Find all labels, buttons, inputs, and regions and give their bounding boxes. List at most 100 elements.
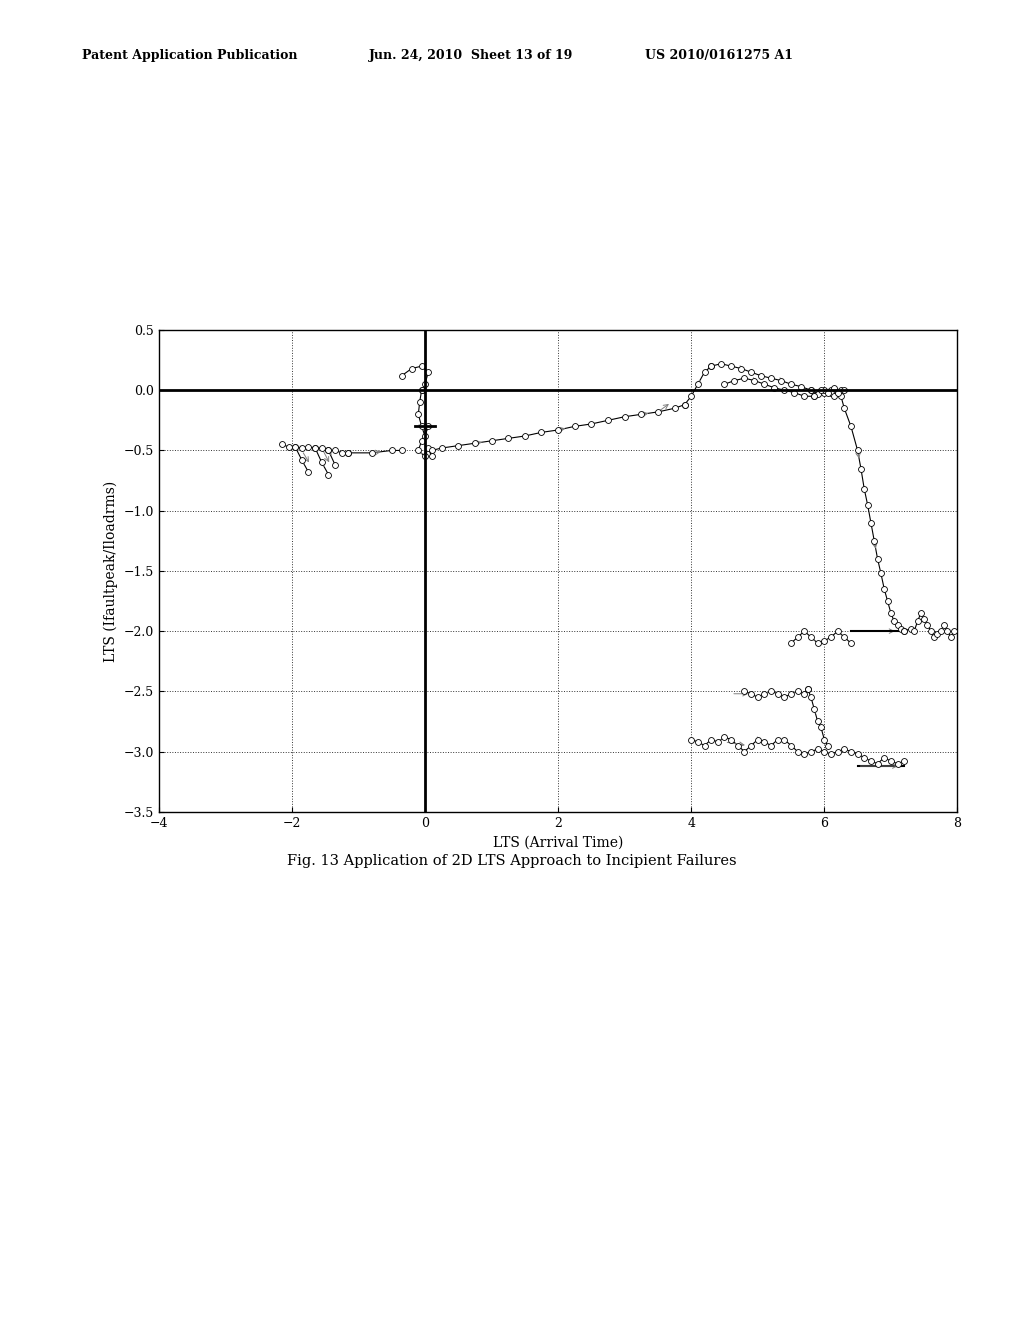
Point [584,413,600,434]
Point [826,385,843,407]
Point [633,404,649,425]
Point [810,711,826,733]
Point [424,440,440,461]
Point [883,602,899,623]
Point [800,678,816,700]
Point [936,615,952,636]
Point [773,370,790,391]
Point [467,433,483,454]
Point [803,380,819,401]
Point [813,717,829,738]
Point [334,442,350,463]
Point [743,735,760,756]
Point [823,381,840,403]
Point [410,440,427,461]
Point [896,751,912,772]
Point [829,381,846,403]
Point [756,731,772,752]
Point [829,381,846,403]
Point [916,609,933,630]
Point [783,632,800,653]
Point [770,729,786,750]
Point [776,380,793,401]
Point [926,627,942,648]
Point [833,380,849,401]
Point [889,752,906,774]
Point [943,627,959,648]
Point [313,437,330,458]
Point [743,684,760,705]
Point [517,425,534,446]
Point [829,741,846,762]
Point [903,618,920,639]
Point [736,681,753,702]
Point [736,368,753,389]
Point [783,735,800,756]
Point [763,735,779,756]
Point [414,380,430,401]
Text: Fig. 13 Application of 2D LTS Approach to Incipient Failures: Fig. 13 Application of 2D LTS Approach t… [287,854,737,867]
Point [939,620,955,642]
Point [810,632,826,653]
Point [843,416,859,437]
Text: US 2010/0161275 A1: US 2010/0161275 A1 [645,49,794,62]
Point [877,578,893,599]
Point [702,729,719,750]
Point [717,726,733,747]
Point [836,627,852,648]
Point [766,378,782,399]
Point [300,462,316,483]
Point [803,741,819,762]
Point [923,620,939,642]
Point [833,385,849,407]
Point [723,729,739,750]
Point [797,620,813,642]
Point [743,362,760,383]
Point [340,442,356,463]
Point [412,392,428,413]
Point [909,611,926,632]
Point [823,380,840,401]
Point [327,454,343,475]
Point [869,752,886,774]
Point [433,437,450,458]
Point [750,729,766,750]
Point [786,381,803,403]
Point [424,446,440,467]
Point [702,355,719,376]
Point [733,358,750,379]
Point [886,611,902,632]
Point [803,627,819,648]
Point [880,590,896,611]
Point [797,684,813,705]
Point [321,440,337,461]
Point [793,376,809,397]
Point [713,354,729,375]
Point [420,416,436,437]
Point [287,437,303,458]
Point [920,615,936,636]
Point [313,451,330,473]
Point [763,368,779,389]
Point [730,735,746,756]
Point [327,440,343,461]
Point [889,615,906,636]
Point [717,374,733,395]
Point [677,395,693,416]
Point [893,618,909,639]
Point [829,620,846,642]
Point [364,442,380,463]
Point [836,397,852,418]
Point [300,437,316,458]
Point [483,430,500,451]
Point [726,370,742,391]
Point [790,627,806,648]
Point [862,751,879,772]
Point [690,374,707,395]
Point [736,741,753,762]
Point [287,437,303,458]
Point [723,355,739,376]
Point [853,458,869,479]
Point [816,380,833,401]
Point [321,463,337,484]
